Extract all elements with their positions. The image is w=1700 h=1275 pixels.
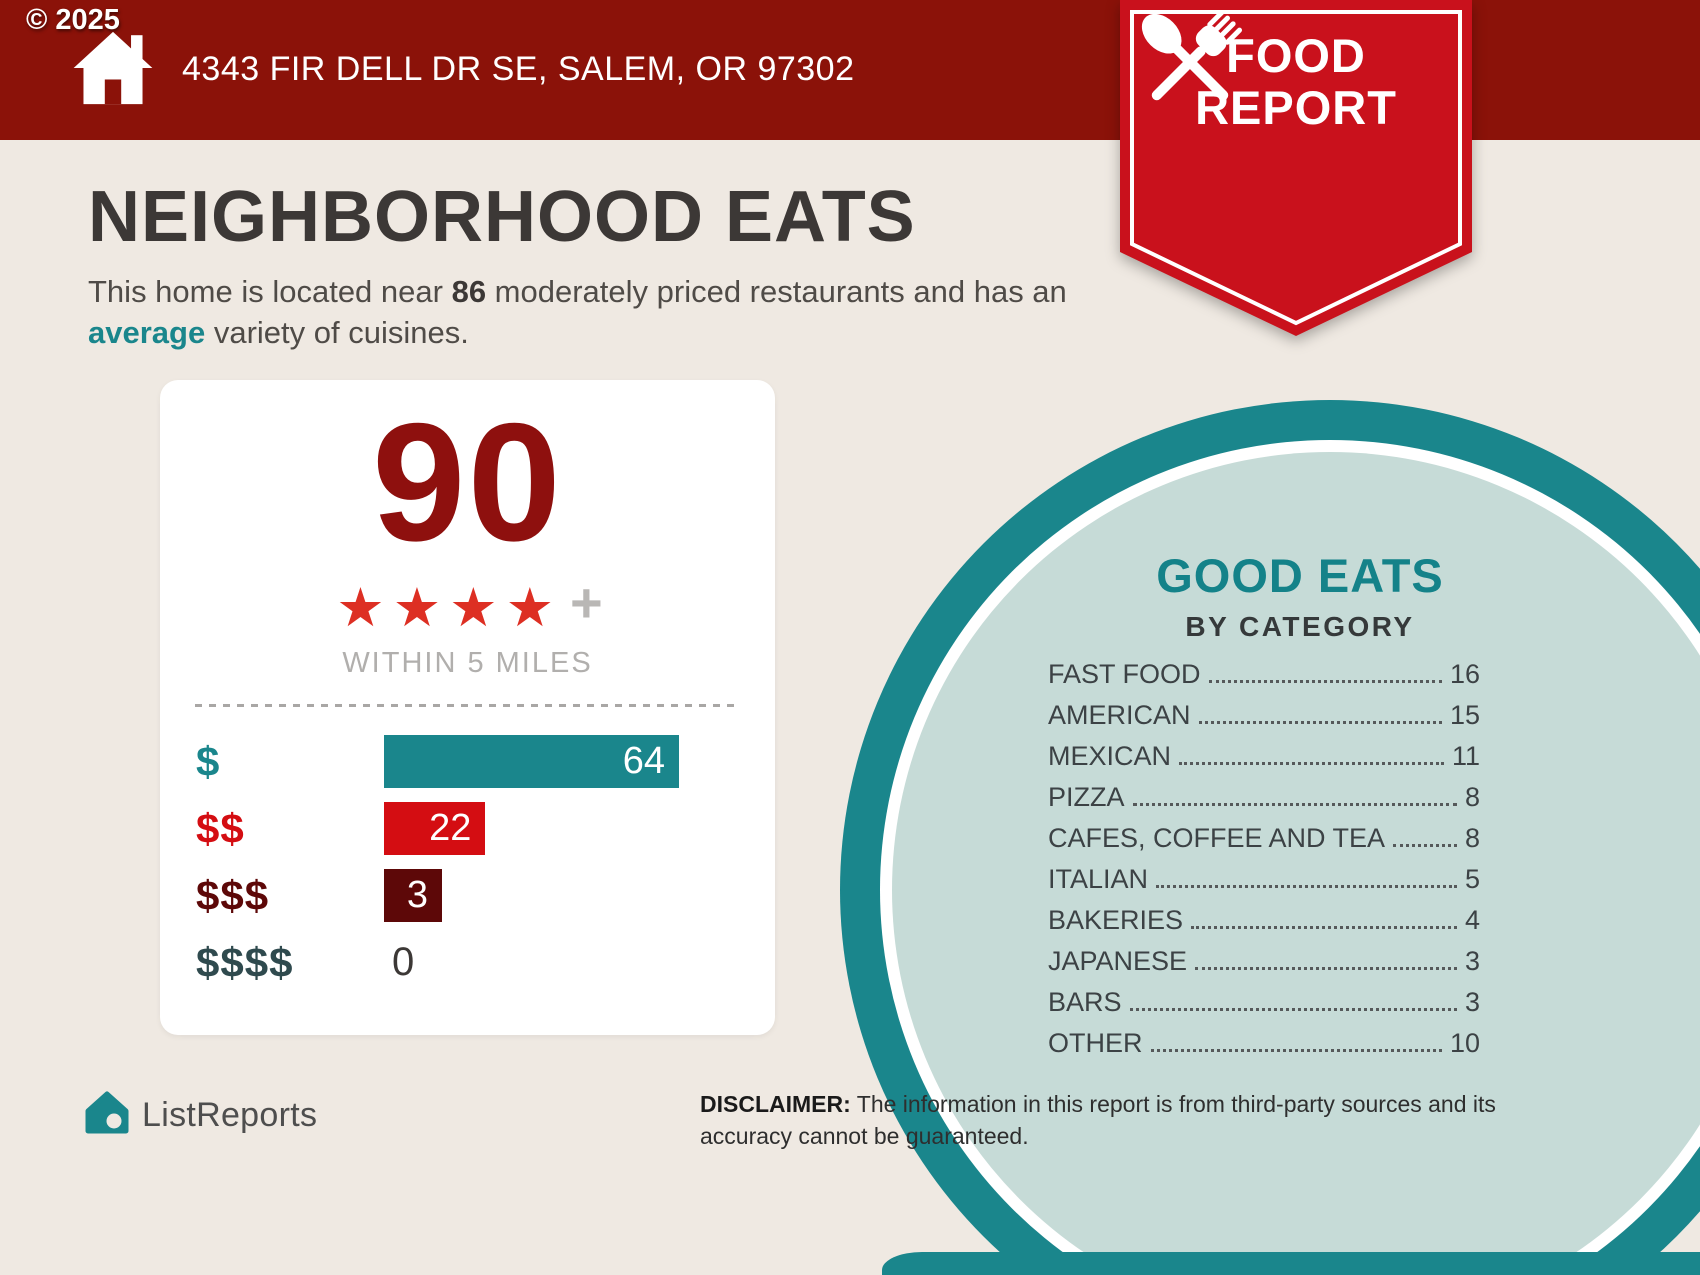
bar-value: 3	[406, 874, 428, 916]
category-count: 11	[1451, 741, 1480, 771]
dotted-leader	[1198, 721, 1442, 724]
badge-title-line1: FOOD	[1226, 29, 1366, 82]
brand-footer: ListReports	[84, 1090, 317, 1141]
bar-value: 0	[392, 940, 415, 984]
star-icon: ★	[505, 576, 554, 639]
bar-area: 64	[384, 735, 775, 788]
category-row: PIZZA 8	[1048, 781, 1480, 813]
star-rating: ★ ★ ★ ★ +	[160, 570, 775, 639]
category-row: MEXICAN 11	[1048, 740, 1480, 772]
category-label: ITALIAN	[1048, 864, 1149, 894]
category-label: JAPANESE	[1048, 946, 1188, 976]
plus-sign: +	[569, 571, 603, 634]
category-row: AMERICAN 15	[1048, 699, 1480, 731]
bar-area: 22	[384, 802, 775, 855]
chart-row: $$$$ 0	[196, 936, 775, 989]
category-count: 3	[1464, 946, 1480, 976]
score-card: 90 ★ ★ ★ ★ + WITHIN 5 MILES $64 $$ 22 $$$ 3 $$$$…	[160, 380, 775, 1035]
category-count: 4	[1464, 905, 1480, 935]
price-tier-label: $	[196, 737, 221, 785]
property-address: 4343 FIR DELL DR SE, SALEM, OR 97302	[182, 50, 855, 88]
good-eats-subtitle: BY CATEGORY	[1185, 611, 1415, 642]
radius-caption: WITHIN 5 MILES	[342, 647, 593, 679]
home-icon	[72, 30, 154, 111]
category-row: BARS 3	[1048, 986, 1480, 1018]
disclaimer: DISCLAIMER: The information in this repo…	[700, 1088, 1500, 1152]
category-count: 8	[1464, 782, 1480, 812]
brand-name: ListReports	[142, 1096, 318, 1134]
bar-value: 22	[429, 807, 472, 849]
category-row: CAFES, COFFEE AND TEA 8	[1048, 822, 1480, 854]
bar-value: 64	[622, 740, 665, 782]
category-count: 10	[1449, 1028, 1480, 1058]
category-row: BAKERIES 4	[1048, 904, 1480, 936]
badge-title-line2: REPORT	[1195, 81, 1397, 134]
star-icon: ★	[449, 576, 498, 639]
price-bar: 22	[384, 802, 486, 855]
intro-text-before: This home is located near	[88, 274, 452, 309]
chart-row: $$$ 3	[196, 869, 775, 922]
category-list: FAST FOOD 16 AMERICAN 15 MEXICAN 11 PIZZA 8 CAFE…	[1048, 658, 1480, 1068]
category-label: FAST FOOD	[1048, 659, 1201, 689]
dotted-leader	[1195, 967, 1457, 970]
category-row: ITALIAN 5	[1048, 863, 1480, 895]
category-row: JAPANESE 3	[1048, 945, 1480, 977]
chart-row: $64	[196, 735, 775, 788]
dotted-leader	[1191, 926, 1457, 929]
dotted-leader	[1129, 1008, 1457, 1011]
category-label: OTHER	[1048, 1028, 1143, 1058]
disclaimer-label: DISCLAIMER:	[700, 1091, 851, 1117]
price-tier-label: $$$$	[196, 938, 294, 986]
disclaimer-text: The information in this report is from t…	[700, 1091, 1496, 1150]
dotted-leader	[1132, 803, 1457, 806]
star-icon: ★	[336, 576, 385, 639]
star-icon: ★	[392, 576, 442, 639]
price-bar: 64	[384, 735, 679, 788]
intro-text-after: variety of cuisines.	[205, 314, 469, 350]
restaurant-count: 86	[451, 274, 487, 309]
restaurant-score: 90	[372, 388, 563, 576]
category-count: 3	[1464, 987, 1480, 1017]
bottom-teal-strip	[882, 1252, 1700, 1275]
good-eats-title: GOOD EATS	[1156, 549, 1444, 602]
category-row: OTHER 10	[1048, 1027, 1480, 1059]
chart-row: $$ 22	[196, 802, 775, 855]
bar-area: 0	[384, 936, 775, 989]
category-count: 5	[1464, 864, 1480, 894]
dashed-divider	[195, 704, 740, 707]
intro-text-middle: moderately priced restaurants and has an	[486, 274, 1067, 309]
price-bar: 3	[384, 869, 442, 922]
dotted-leader	[1208, 680, 1442, 683]
category-label: BARS	[1048, 987, 1122, 1017]
category-label: BAKERIES	[1048, 905, 1184, 935]
dotted-leader	[1156, 885, 1457, 888]
category-count: 15	[1449, 700, 1480, 730]
category-label: CAFES, COFFEE AND TEA	[1048, 823, 1386, 853]
price-chart: $64 $$ 22 $$$ 3 $$$$ 0	[196, 735, 775, 989]
crossed-utensils-icon	[1141, 10, 1242, 101]
category-count: 16	[1449, 659, 1480, 689]
dotted-leader	[1150, 1049, 1442, 1052]
category-row: FAST FOOD 16	[1048, 658, 1480, 690]
category-label: PIZZA	[1048, 782, 1125, 812]
good-eats-header: GOOD EATS BY CATEGORY	[1040, 548, 1560, 643]
food-report-badge: FOOD REPORT	[1120, 0, 1472, 344]
good-eats-circle-inner	[892, 452, 1700, 1275]
bar-area: 3	[384, 869, 775, 922]
category-count: 8	[1464, 823, 1480, 853]
price-tier-label: $$$	[196, 871, 270, 919]
dotted-leader	[1179, 762, 1444, 765]
page-title: NEIGHBORHOOD EATS	[88, 177, 916, 257]
price-tier-label: $$	[196, 804, 245, 852]
dotted-leader	[1393, 844, 1457, 847]
category-label: AMERICAN	[1048, 700, 1191, 730]
intro-text: This home is located near 86 moderately …	[88, 272, 1068, 354]
copyright: © 2025	[26, 4, 120, 36]
variety-highlight: average	[88, 314, 206, 350]
category-label: MEXICAN	[1048, 741, 1172, 771]
listreports-logo-icon	[84, 1090, 130, 1141]
